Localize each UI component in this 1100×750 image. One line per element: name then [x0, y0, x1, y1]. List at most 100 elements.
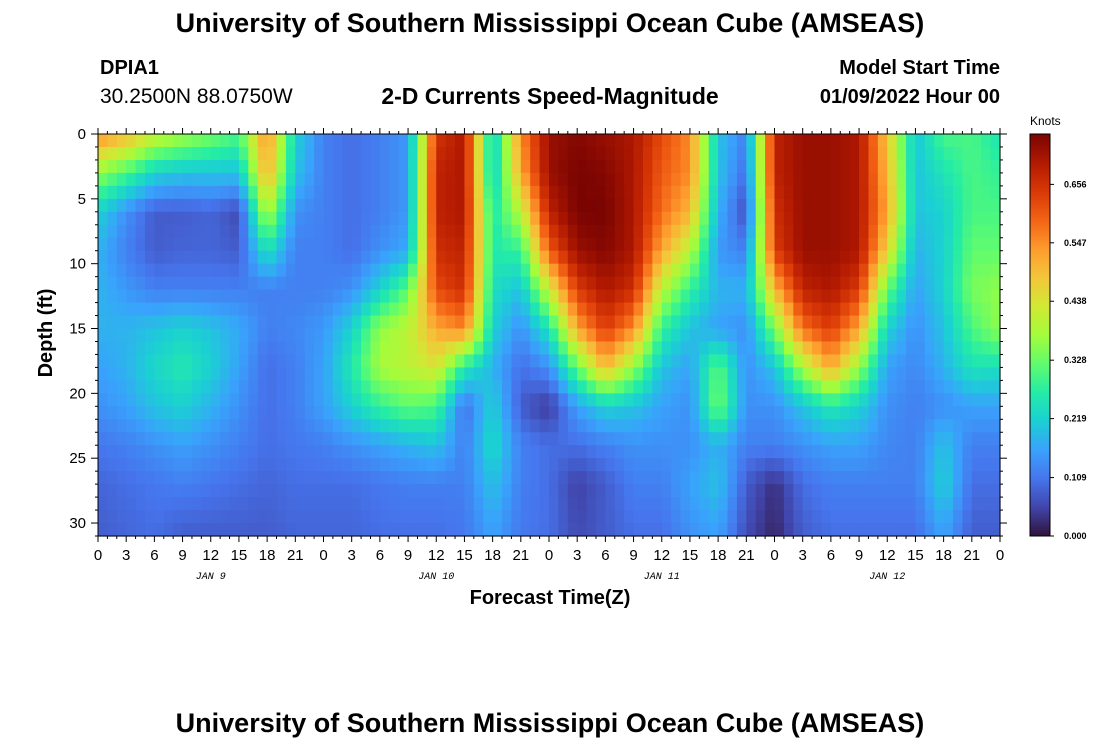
heatmap-cell: [896, 185, 907, 200]
heatmap-cell: [285, 445, 296, 459]
heatmap-cell: [830, 510, 841, 524]
heatmap-cell: [558, 134, 569, 148]
heatmap-cell: [934, 185, 945, 200]
heatmap-cell: [473, 146, 484, 161]
heatmap-cell: [830, 458, 841, 472]
heatmap-cell: [257, 250, 268, 265]
heatmap-cell: [332, 134, 343, 148]
heatmap-cell: [877, 134, 888, 148]
heatmap-cell: [210, 458, 221, 472]
heatmap-cell: [680, 289, 691, 304]
heatmap-cell: [304, 224, 315, 239]
heatmap-cell: [708, 367, 719, 381]
heatmap-cell: [483, 159, 494, 174]
heatmap-cell: [802, 250, 813, 265]
heatmap-cell: [285, 315, 296, 330]
heatmap-cell: [765, 406, 776, 420]
heatmap-cell: [849, 432, 860, 446]
heatmap-cell: [520, 276, 531, 291]
heatmap-cell: [962, 354, 973, 369]
heatmap-cell: [962, 159, 973, 174]
heatmap-cell: [473, 134, 484, 148]
heatmap-cell: [877, 510, 888, 524]
heatmap-cell: [830, 380, 841, 394]
heatmap-cell: [210, 159, 221, 174]
heatmap-cell: [746, 328, 757, 343]
heatmap-cell: [173, 146, 184, 161]
heatmap-cell: [464, 380, 475, 394]
heatmap-cell: [182, 523, 193, 537]
heatmap-cell: [887, 159, 898, 174]
heatmap-cell: [229, 393, 240, 407]
heatmap-cell: [314, 224, 325, 239]
heatmap-cell: [661, 406, 672, 420]
heatmap-cell: [680, 315, 691, 330]
y-tick-label: 5: [78, 191, 86, 208]
heatmap-cell: [201, 237, 212, 252]
heatmap-cell: [502, 185, 513, 200]
heatmap-cell: [220, 341, 231, 356]
heatmap-cell: [473, 523, 484, 537]
heatmap-cell: [642, 523, 653, 537]
x-tick-label: 15: [682, 547, 699, 564]
heatmap-cell: [379, 497, 390, 511]
heatmap-cell: [906, 159, 917, 174]
heatmap-cell: [116, 523, 127, 537]
heatmap-cell: [783, 406, 794, 420]
heatmap-cell: [830, 198, 841, 213]
heatmap-cell: [924, 445, 935, 459]
heatmap-cell: [98, 380, 108, 394]
heatmap-cell: [398, 458, 409, 472]
heatmap-cell: [652, 172, 663, 187]
heatmap-cell: [915, 445, 926, 459]
heatmap-cell: [267, 263, 278, 278]
heatmap-cell: [812, 328, 823, 343]
heatmap-cell: [821, 354, 832, 369]
heatmap-cell: [408, 445, 419, 459]
heatmap-cell: [915, 172, 926, 187]
heatmap-cell: [154, 510, 165, 524]
heatmap-cell: [389, 237, 400, 252]
heatmap-cell: [595, 367, 606, 381]
heatmap-cell: [210, 224, 221, 239]
heatmap-cell: [248, 458, 259, 472]
heatmap-cell: [746, 484, 757, 498]
heatmap-cell: [163, 406, 174, 420]
heatmap-cell: [417, 380, 428, 394]
heatmap-cell: [718, 315, 729, 330]
heatmap-cell: [577, 263, 588, 278]
heatmap-cell: [417, 276, 428, 291]
heatmap-cell: [126, 432, 137, 446]
heatmap-cell: [201, 315, 212, 330]
heatmap-cell: [285, 393, 296, 407]
heatmap-cell: [267, 185, 278, 200]
heatmap-cell: [502, 406, 513, 420]
heatmap-cell: [802, 328, 813, 343]
heatmap-cell: [821, 237, 832, 252]
heatmap-cell: [859, 484, 870, 498]
heatmap-cell: [238, 484, 249, 498]
heatmap-cell: [539, 393, 550, 407]
heatmap-cell: [906, 484, 917, 498]
heatmap-cell: [755, 367, 766, 381]
heatmap-cell: [736, 250, 747, 265]
heatmap-cell: [126, 354, 137, 369]
heatmap-cell: [135, 250, 146, 265]
heatmap-cell: [257, 432, 268, 446]
heatmap-cell: [445, 134, 456, 148]
heatmap-cell: [718, 445, 729, 459]
heatmap-cell: [962, 172, 973, 187]
heatmap-cell: [765, 289, 776, 304]
heatmap-cell: [248, 354, 259, 369]
heatmap-cell: [220, 380, 231, 394]
heatmap-cell: [520, 445, 531, 459]
heatmap-cell: [699, 315, 710, 330]
x-tick-label: 21: [287, 547, 304, 564]
heatmap-cell: [624, 172, 635, 187]
heatmap-cell: [558, 276, 569, 291]
heatmap-cell: [426, 354, 437, 369]
heatmap-cell: [849, 354, 860, 369]
heatmap-cell: [586, 302, 597, 317]
heatmap-cell: [285, 523, 296, 537]
heatmap-cell: [840, 458, 851, 472]
